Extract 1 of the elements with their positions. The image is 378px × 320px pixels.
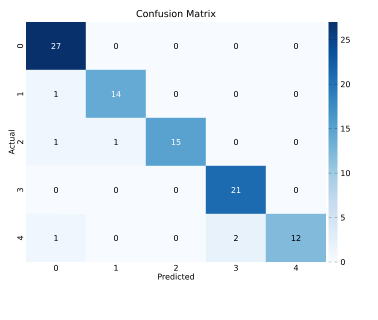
chart-title: Confusion Matrix	[136, 10, 216, 18]
